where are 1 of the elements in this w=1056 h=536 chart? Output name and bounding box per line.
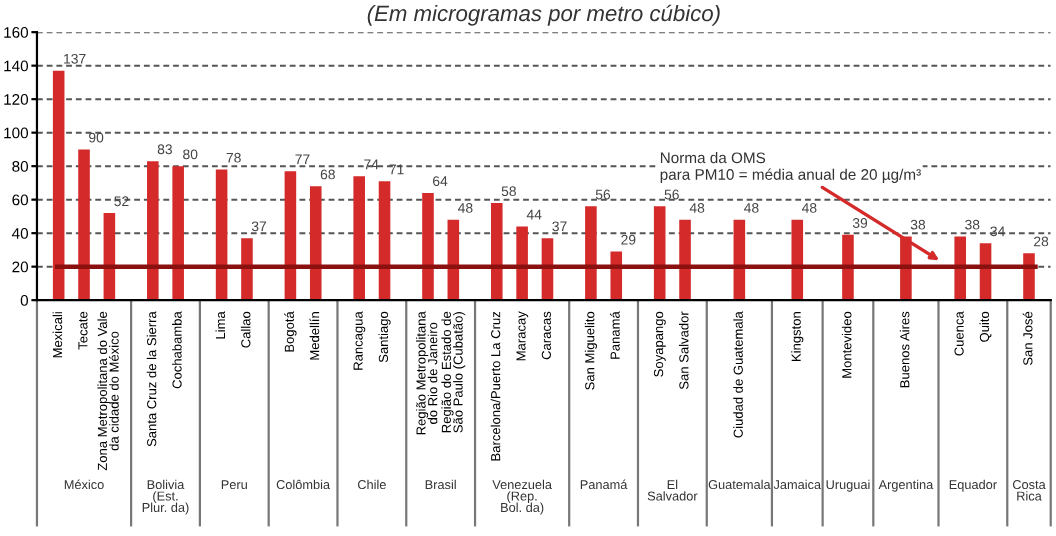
chart-title: (Em microgramas por metro cúbico) [367,4,720,26]
